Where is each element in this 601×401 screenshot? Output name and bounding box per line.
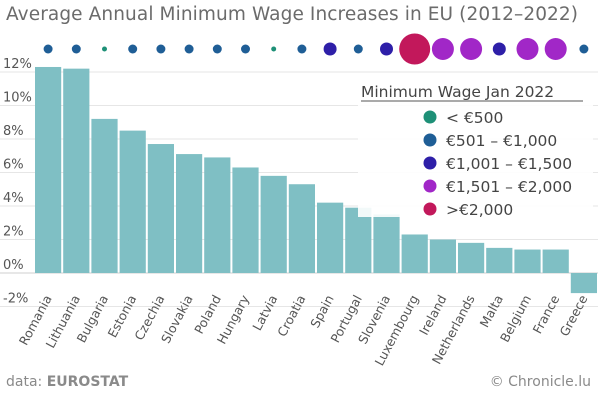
category-label: Spain: [307, 292, 337, 330]
wage-dots: [43, 33, 589, 65]
legend-background: [358, 76, 593, 217]
y-tick-label: 8%: [3, 124, 24, 139]
bar-lithuania: [63, 68, 90, 274]
wage-dot-croatia: [297, 44, 307, 54]
wage-dot-poland: [212, 44, 222, 54]
bar-slovakia: [176, 154, 203, 273]
wage-dot-portugal: [353, 44, 363, 54]
wage-dot-spain: [323, 42, 337, 56]
category-label: Malta: [477, 292, 506, 329]
bar-ireland: [429, 239, 456, 273]
wage-dot-slovenia: [380, 42, 393, 56]
y-tick-label: 2%: [3, 225, 24, 240]
wage-dot-estonia: [128, 44, 138, 54]
legend-title: Minimum Wage Jan 2022: [361, 83, 554, 101]
bar-czechia: [147, 144, 174, 273]
legend-swatch: [423, 133, 437, 147]
wage-dot-latvia: [271, 46, 277, 52]
wage-dot-belgium: [516, 38, 539, 60]
bar-france: [542, 249, 569, 273]
wage-dot-slovakia: [184, 44, 194, 54]
legend-label: €1,501 – €2,000: [446, 178, 572, 196]
legend-label: €1,001 – €1,500: [446, 155, 572, 173]
wage-dot-romania: [43, 44, 53, 54]
wage-dot-france: [544, 38, 567, 60]
wage-dot-hungary: [241, 44, 250, 54]
source-prefix: data:: [6, 374, 47, 390]
y-tick-label: 0%: [3, 258, 24, 273]
bar-croatia: [288, 184, 315, 273]
bar-romania: [35, 66, 62, 273]
wage-dot-greece: [579, 44, 589, 54]
legend: Minimum Wage Jan 2022 < €500 €501 – €1,000…: [358, 76, 593, 219]
y-tick-label: 12%: [3, 57, 32, 72]
category-label: Latvia: [249, 292, 280, 333]
wage-dot-bulgaria: [102, 46, 107, 52]
bar-portugal: [345, 207, 372, 273]
chart-title: Average Annual Minimum Wage Increases in…: [6, 4, 579, 25]
bar-netherlands: [458, 242, 485, 273]
legend-swatch: [423, 156, 437, 170]
source-name: EUROSTAT: [46, 374, 129, 390]
wage-dot-malta: [492, 42, 506, 56]
wage-dot-netherlands: [460, 38, 483, 60]
bar-slovenia: [373, 214, 400, 273]
bar-bulgaria: [91, 118, 118, 274]
y-tick-label: 4%: [3, 191, 24, 206]
wage-dot-ireland: [431, 38, 454, 60]
bar-estonia: [119, 130, 146, 273]
bar-latvia: [260, 175, 287, 273]
legend-label: >€2,000: [446, 201, 513, 219]
legend-label: < €500: [446, 109, 503, 127]
y-tick-label: 10%: [3, 91, 32, 106]
bar-poland: [204, 157, 231, 273]
y-tick-label: -2%: [3, 292, 28, 307]
source-note: data: EUROSTAT: [6, 374, 128, 390]
y-tick-label: 6%: [3, 158, 24, 173]
legend-swatch: [423, 202, 437, 216]
legend-label: €501 – €1,000: [446, 132, 557, 150]
bar-luxembourg: [401, 234, 428, 273]
bar-hungary: [232, 167, 259, 273]
bar-spain: [317, 202, 344, 273]
bar-belgium: [514, 249, 541, 273]
wage-dot-czechia: [156, 44, 166, 54]
legend-swatch: [423, 179, 437, 193]
legend-swatch: [423, 110, 437, 124]
wage-dot-luxembourg: [399, 33, 431, 65]
credit: © Chronicle.lu: [489, 374, 591, 390]
bar-malta: [486, 247, 513, 273]
wage-dot-lithuania: [71, 44, 81, 54]
bar-greece: [570, 273, 597, 294]
bars: [35, 66, 597, 294]
